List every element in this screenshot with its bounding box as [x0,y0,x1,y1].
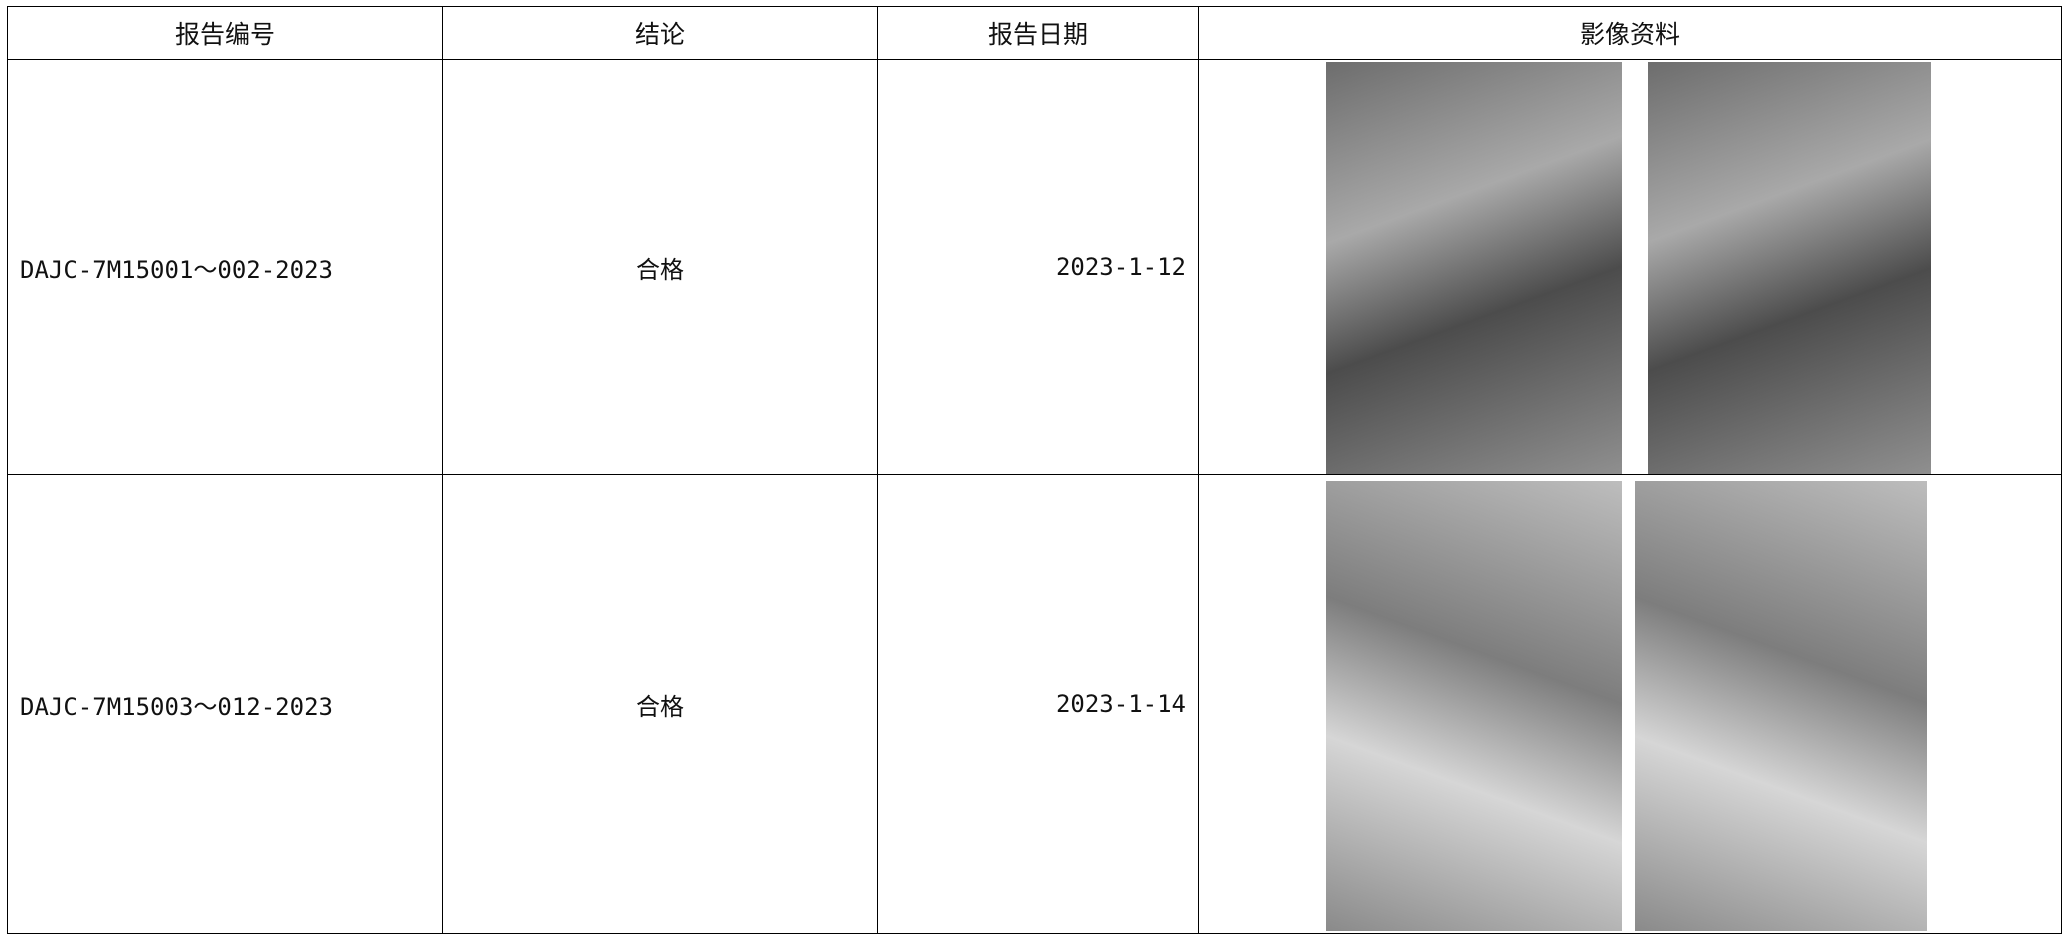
header-row: 报告编号 结论 报告日期 影像资料 [7,6,2062,60]
report-date: 2023-1-12 [877,59,1199,475]
header-cell: 报告日期 [877,6,1199,60]
table-row: DAJC-7M15001～002-2023 合格 2023-1-12 [7,59,2062,475]
report-date: 2023-1-14 [877,474,1199,934]
photo [1326,62,1622,474]
conclusion: 合格 [442,474,878,934]
conclusion: 合格 [442,59,878,475]
photo [1326,481,1622,931]
table-row: DAJC-7M15003～012-2023 合格 2023-1-14 [7,474,2062,934]
photo [1648,62,1931,474]
report-table: 报告编号 结论 报告日期 影像资料 DAJC-7M15001～002-2023 … [7,6,2062,934]
image-cell [1198,59,2062,475]
report-number: DAJC-7M15003～012-2023 [7,474,443,934]
header-cell: 结论 [442,6,878,60]
photo [1635,481,1927,931]
header-cell: 影像资料 [1198,6,2062,60]
header-cell: 报告编号 [7,6,443,60]
report-number: DAJC-7M15001～002-2023 [7,59,443,475]
image-cell [1198,474,2062,934]
